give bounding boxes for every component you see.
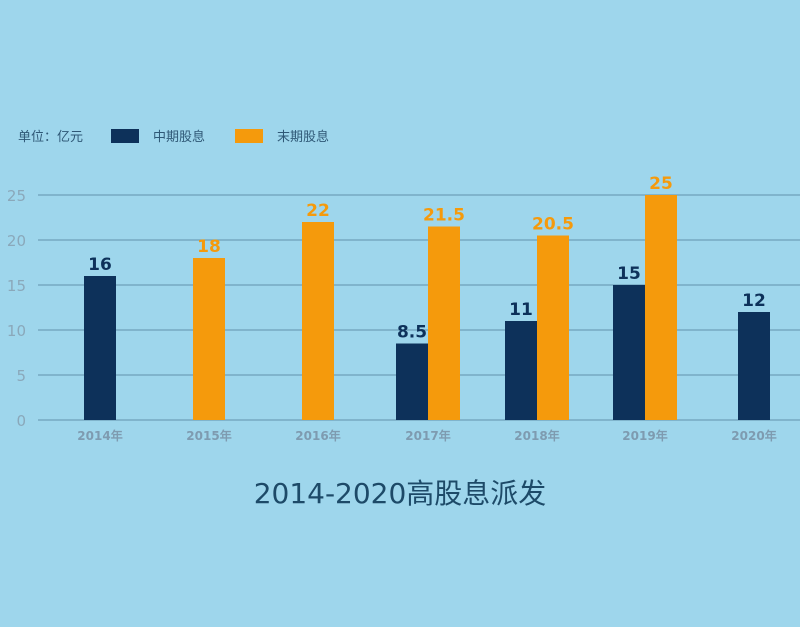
x-tick-label: 2014年 bbox=[77, 428, 122, 443]
legend-swatch-final bbox=[235, 128, 264, 143]
y-tick-label: 25 bbox=[7, 187, 26, 205]
bar bbox=[396, 343, 428, 420]
x-tick-label: 2017年 bbox=[405, 428, 450, 443]
y-tick-label: 20 bbox=[7, 232, 26, 250]
bar bbox=[738, 312, 770, 420]
x-tick-label: 2018年 bbox=[514, 428, 559, 443]
bar bbox=[193, 258, 225, 420]
unit-label: 单位：亿元 bbox=[18, 130, 84, 145]
y-tick-label: 10 bbox=[7, 322, 26, 340]
bar-value-label: 8.5 bbox=[397, 323, 427, 343]
legend-label-interim: 中期股息 bbox=[153, 130, 206, 145]
bar bbox=[428, 226, 460, 420]
x-tick-label: 2020年 bbox=[731, 428, 776, 443]
legend: 单位：亿元 中期股息 末期股息 bbox=[18, 126, 359, 145]
chart-title: 2014-2020高股息派发 bbox=[253, 477, 547, 510]
bar-value-label: 12 bbox=[742, 291, 766, 311]
bar bbox=[645, 195, 677, 420]
bar-value-label: 11 bbox=[509, 300, 533, 320]
x-tick-label: 2015年 bbox=[186, 428, 231, 443]
legend-swatch-interim bbox=[111, 128, 140, 143]
bar-value-label: 20.5 bbox=[532, 215, 574, 235]
bar bbox=[505, 321, 537, 420]
bar bbox=[613, 285, 645, 420]
legend-item-interim: 中期股息 bbox=[111, 126, 205, 145]
x-tick-label: 2019年 bbox=[622, 428, 667, 443]
bar bbox=[84, 276, 116, 420]
bar-value-label: 25 bbox=[649, 174, 673, 194]
bar bbox=[537, 235, 569, 420]
y-tick-label: 0 bbox=[16, 412, 26, 430]
legend-item-final: 末期股息 bbox=[235, 126, 329, 145]
legend-label-final: 末期股息 bbox=[277, 130, 330, 145]
bar-value-label: 16 bbox=[88, 255, 112, 275]
bar-value-label: 15 bbox=[617, 264, 641, 284]
bar-value-label: 21.5 bbox=[423, 206, 465, 226]
bar-chart: 0 5 10 15 20 25 16 2014年 18 2015年 22 2016年 8.5 21.5 20… bbox=[7, 174, 800, 443]
bar bbox=[302, 222, 334, 420]
y-tick-label: 15 bbox=[7, 277, 26, 295]
x-tick-label: 2016年 bbox=[295, 428, 340, 443]
y-tick-label: 5 bbox=[16, 367, 26, 385]
bar-value-label: 18 bbox=[197, 237, 221, 257]
bar-value-label: 22 bbox=[306, 201, 330, 221]
